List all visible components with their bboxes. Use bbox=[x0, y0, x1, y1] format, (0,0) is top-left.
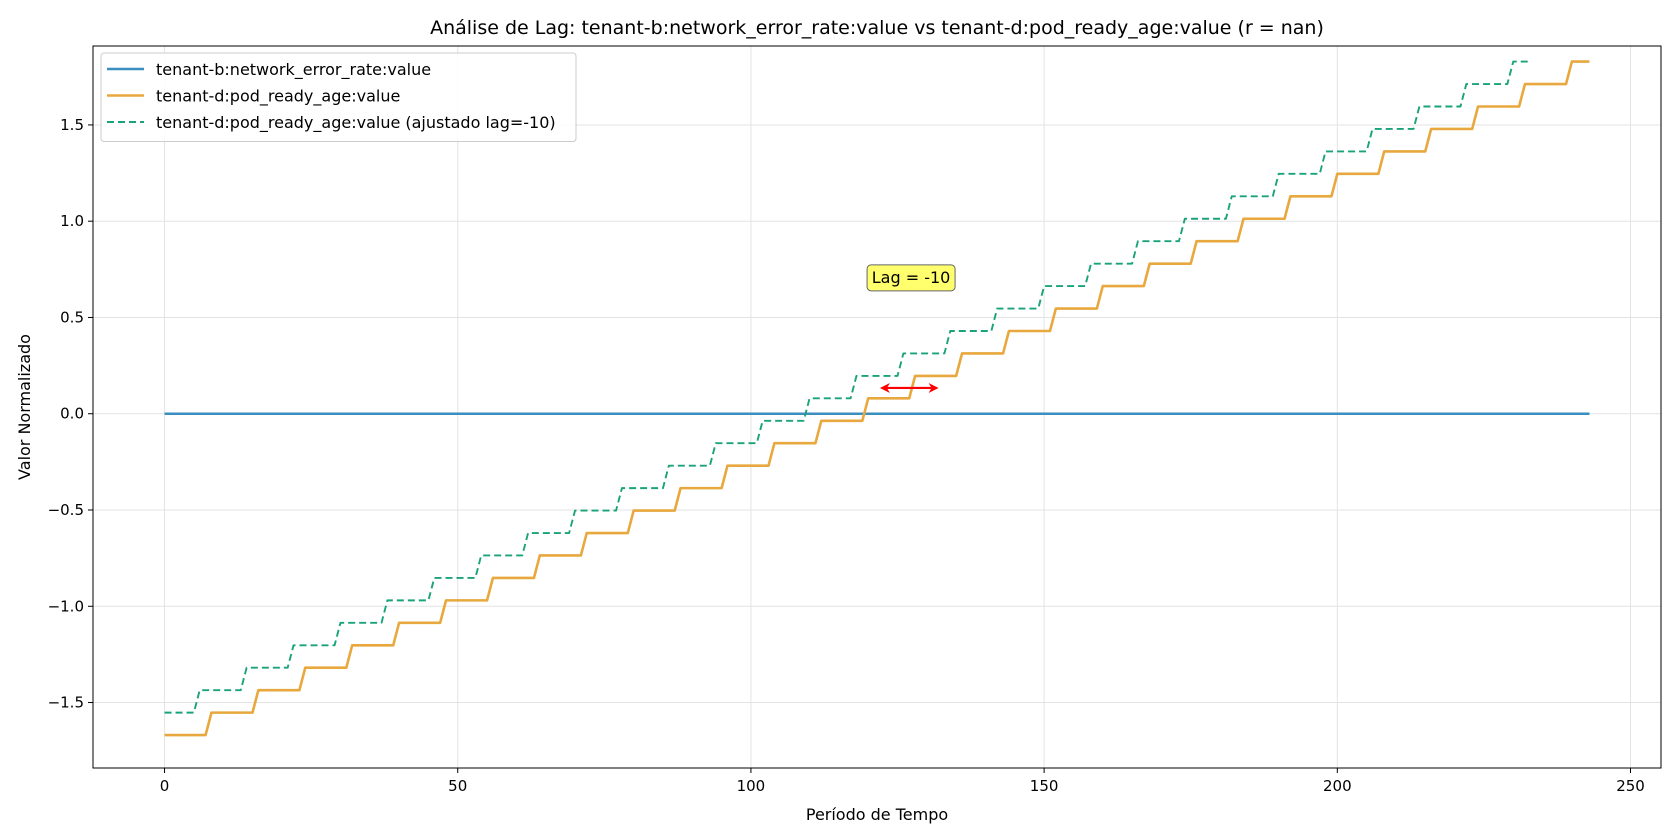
y-tick-label: 1.5 bbox=[60, 116, 84, 134]
series-layer bbox=[164, 60, 1590, 737]
series-line-2 bbox=[164, 60, 1531, 714]
y-tick-label: −0.5 bbox=[48, 501, 84, 519]
annotation-text: Lag = -10 bbox=[872, 268, 951, 287]
legend-label: tenant-b:network_error_rate:value bbox=[156, 60, 431, 80]
x-tick-label: 200 bbox=[1323, 777, 1352, 795]
legend-label: tenant-d:pod_ready_age:value (ajustado l… bbox=[156, 113, 556, 133]
legend-box bbox=[100, 52, 577, 142]
series-line-1 bbox=[164, 60, 1590, 737]
x-tick-label: 50 bbox=[448, 777, 467, 795]
x-tick-label: 0 bbox=[160, 777, 170, 795]
lag-arrow-head-left bbox=[879, 382, 890, 393]
y-tick-label: −1.0 bbox=[48, 597, 84, 615]
ticks: 0 50 100 150 200 250 −1.5 −1.0 −0.5 0.0 0.5 1.0 1.5 bbox=[48, 116, 1645, 795]
annotation-layer: Lag = -10 bbox=[866, 264, 956, 393]
plot-frame bbox=[92, 45, 1662, 769]
chart-title: Análise de Lag: tenant-b:network_error_r… bbox=[430, 17, 1324, 39]
x-axis-label: Período de Tempo bbox=[806, 805, 948, 824]
annotation-box bbox=[866, 264, 956, 292]
y-tick-label: 0.0 bbox=[60, 405, 84, 423]
x-tick-label: 100 bbox=[737, 777, 766, 795]
y-tick-label: 0.5 bbox=[60, 308, 84, 326]
x-tick-label: 150 bbox=[1030, 777, 1059, 795]
y-tick-label: 1.0 bbox=[60, 212, 84, 230]
y-tick-label: −1.5 bbox=[48, 694, 84, 712]
x-tick-label: 250 bbox=[1616, 777, 1645, 795]
legend-label: tenant-d:pod_ready_age:value bbox=[156, 87, 400, 107]
legend: tenant-b:network_error_rate:value tenant-… bbox=[100, 52, 577, 142]
lag-arrow-head-right bbox=[928, 382, 939, 393]
y-axis-label: Valor Normalizado bbox=[15, 334, 34, 480]
